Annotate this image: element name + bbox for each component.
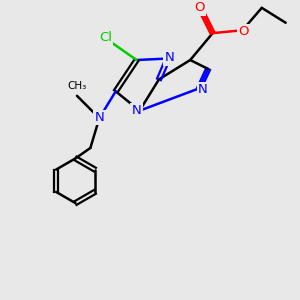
Text: CH₃: CH₃: [67, 81, 87, 91]
Text: N: N: [164, 51, 174, 64]
Text: N: N: [198, 83, 208, 96]
Text: O: O: [239, 25, 249, 38]
Text: N: N: [94, 111, 104, 124]
Text: N: N: [132, 104, 142, 117]
Text: O: O: [194, 1, 204, 14]
Text: Cl: Cl: [99, 31, 112, 44]
